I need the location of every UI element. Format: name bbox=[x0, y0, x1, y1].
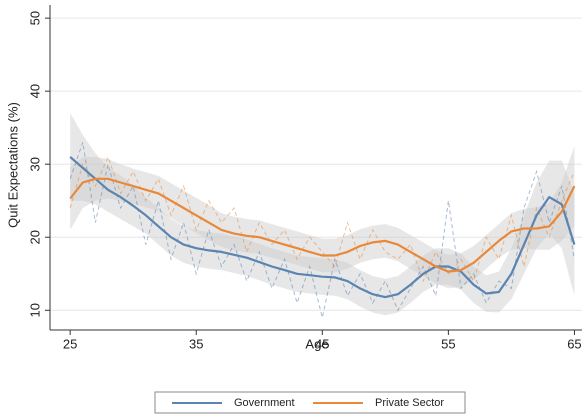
confidence-band bbox=[70, 146, 575, 289]
x-tick-label: 35 bbox=[189, 336, 203, 351]
x-tick-label: 55 bbox=[441, 336, 455, 351]
y-tick-label: 40 bbox=[27, 84, 42, 98]
confidence-band bbox=[70, 113, 575, 316]
y-tick-label: 30 bbox=[27, 157, 42, 171]
x-axis-title: Age bbox=[305, 336, 328, 351]
series-line bbox=[69, 177, 576, 273]
legend-box bbox=[154, 391, 466, 414]
raw-line bbox=[69, 155, 575, 283]
y-tick-label: 10 bbox=[27, 303, 42, 317]
legend: Government Private Sector bbox=[172, 397, 444, 409]
y-tick-label: 50 bbox=[27, 11, 42, 25]
legend-label: Private Sector bbox=[375, 397, 444, 409]
y-tick-label: 20 bbox=[27, 230, 42, 244]
legend-label: Government bbox=[234, 397, 295, 409]
x-tick-label: 45 bbox=[315, 336, 329, 351]
y-axis-title: Quit Expectations (%) bbox=[5, 102, 20, 228]
x-tick-label: 65 bbox=[567, 336, 581, 351]
x-tick-label: 25 bbox=[63, 336, 77, 351]
series-line bbox=[69, 156, 576, 299]
